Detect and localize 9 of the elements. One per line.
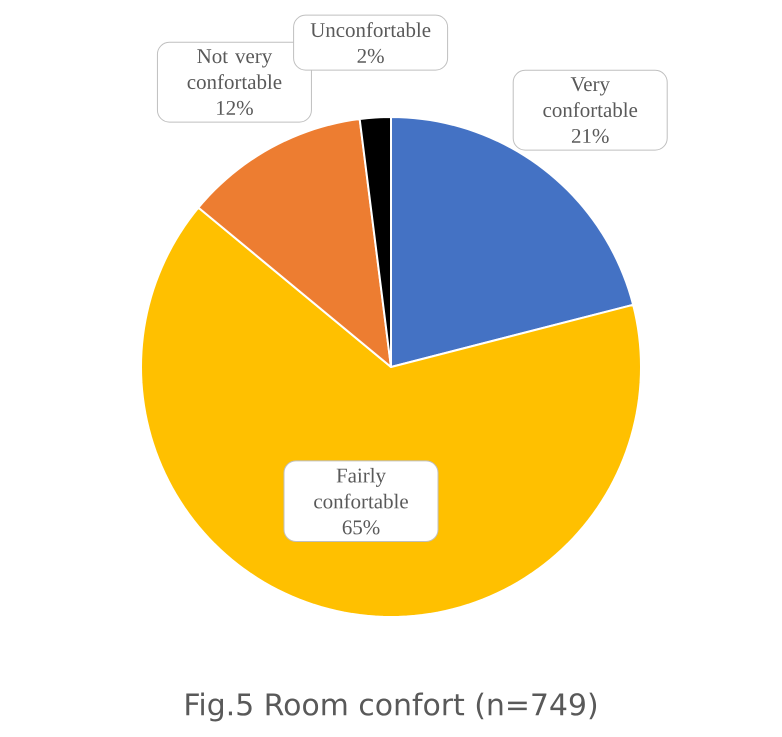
data-label: 21%	[572, 128, 609, 144]
slice-label: Very confortable	[543, 77, 638, 118]
slice-label: Not very confortable	[188, 49, 282, 90]
data-label: 65%	[342, 520, 380, 534]
data-label: 12%	[217, 100, 253, 116]
slice-label: Unconfortable	[310, 22, 430, 38]
slice-label: Fairly confortable	[314, 468, 408, 509]
data-label: 2%	[358, 48, 384, 64]
text: Fig.5 Room confort (n=749)	[186, 692, 596, 722]
